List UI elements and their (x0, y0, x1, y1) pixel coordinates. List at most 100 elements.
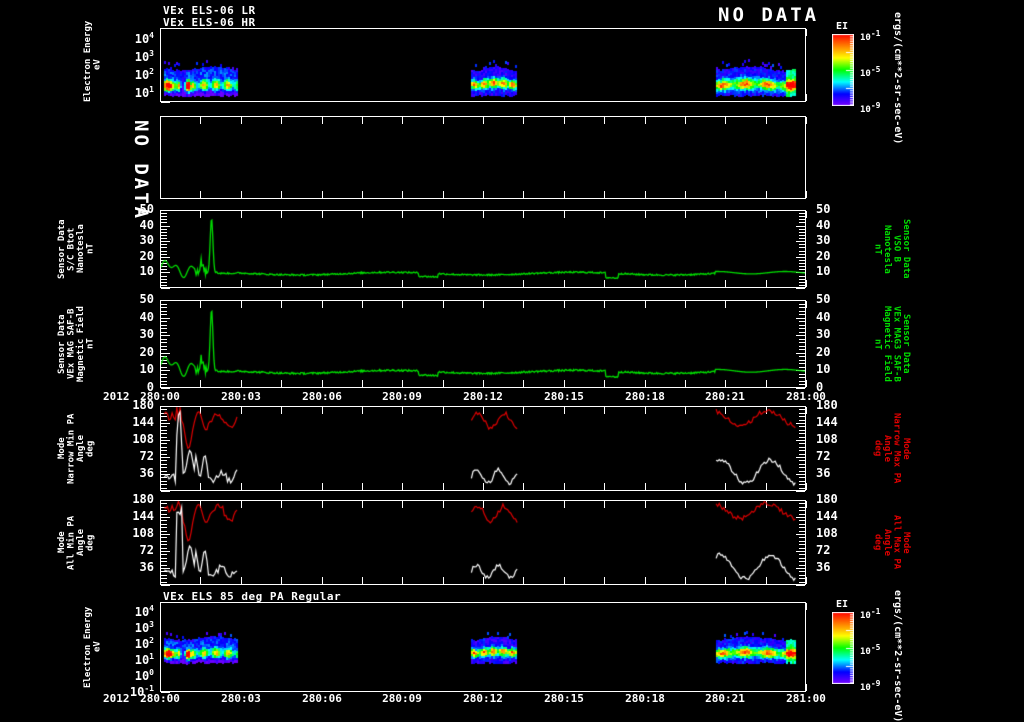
xtick-label: 280:18 (625, 390, 665, 403)
colorbar-unit-label: ergs/(cm**2-sr-sec-eV) (892, 590, 903, 722)
ytick-exponent: 2 (149, 636, 154, 645)
ytick-label: 10-1 (129, 684, 154, 699)
xtick-label: 280:18 (625, 692, 665, 705)
colorbar-title: EI (836, 599, 849, 610)
colorbar-unit-label: ergs/(cm**2-sr-sec-eV) (892, 12, 903, 145)
x-tick (766, 117, 767, 124)
colorbar-gradient (832, 612, 854, 684)
xtick-label: 280:12 (463, 390, 503, 403)
x-tick (564, 191, 565, 198)
axis-label-right-sensor-mag-saf-b: Sensor Data VEx MAG3 SAF-B Magnetic Fiel… (872, 306, 911, 382)
colorbar-tick-label: 10-9 (860, 101, 881, 115)
ytick-label: 10 (139, 362, 154, 376)
ytick-label: 103 (134, 620, 154, 635)
x-tick (483, 117, 484, 124)
y-minor-tick (796, 210, 805, 211)
ytick-label: 36 (816, 466, 831, 480)
x-tick (160, 211, 161, 218)
x-tick (402, 191, 403, 198)
ytick-exponent: 1 (149, 85, 154, 94)
ytick-label: 180 (132, 492, 154, 506)
colorbar-tick-label: 10-9 (860, 679, 881, 693)
x-tick (564, 117, 565, 124)
year-label: 2012 (103, 692, 130, 705)
x-tick (322, 117, 323, 124)
colorbar-exponent: -5 (870, 643, 881, 652)
colorbar-tick-label: 10-1 (860, 29, 881, 43)
ytick-label: 20 (816, 249, 831, 263)
xtick-label: 280:15 (544, 692, 584, 705)
x-tick (160, 577, 161, 584)
y-minor-tick (796, 300, 805, 301)
ytick-label: 102 (134, 636, 154, 651)
no-data-label-top: NO DATA (718, 4, 820, 26)
ytick-label: 36 (139, 560, 154, 574)
axis-label-left-els-lr-hr-spectrogram: Electron Energy eV (83, 20, 103, 102)
y-minor-tick (161, 406, 170, 407)
x-tick (766, 191, 767, 198)
x-tick (806, 280, 807, 287)
x-tick (160, 603, 161, 610)
ytick-label: 30 (139, 233, 154, 247)
xtick-label: 280:06 (302, 692, 342, 705)
x-tick (402, 117, 403, 124)
axis-label-left-sensor-mag-saf-b: Sensor Data VEx MAG SAF-B Magnetic Field… (57, 306, 96, 382)
ytick-label: 10 (816, 362, 831, 376)
ytick-label: 108 (816, 432, 838, 446)
title-els-hr: VEx ELS-06 HR (163, 16, 256, 29)
ytick-label: 40 (816, 310, 831, 324)
x-tick (362, 191, 363, 198)
x-tick (685, 191, 686, 198)
ytick-label: 50 (139, 292, 154, 306)
xtick-label: 280:09 (382, 692, 422, 705)
ytick-exponent: 3 (149, 49, 154, 58)
x-tick (281, 191, 282, 198)
spectrogram-els-lr-hr (161, 29, 805, 101)
x-tick (806, 684, 807, 691)
x-tick (443, 117, 444, 124)
x-tick (160, 191, 161, 198)
ytick-label: 144 (816, 415, 838, 429)
ytick-label: 30 (816, 327, 831, 341)
ytick-label: 72 (139, 543, 154, 557)
x-tick (806, 501, 807, 508)
x-tick (604, 117, 605, 124)
x-tick (160, 380, 161, 387)
y-log-tick (161, 602, 166, 603)
x-tick (725, 191, 726, 198)
ytick-label: 40 (816, 218, 831, 232)
x-tick (362, 117, 363, 124)
ytick-label: 20 (816, 345, 831, 359)
axis-label-right-mode-all-pa: Mode All Max PA Angle deg (872, 515, 911, 570)
x-tick (725, 117, 726, 124)
ytick-exponent: 3 (149, 620, 154, 629)
x-tick (685, 117, 686, 124)
ytick-label: 103 (134, 49, 154, 64)
axis-label-left-mode-narrow-pa: Mode Narrow Min PA Angle deg (57, 413, 96, 484)
x-tick (806, 483, 807, 490)
x-tick (806, 211, 807, 218)
x-tick (241, 117, 242, 124)
panel-frame-no-data-panel (160, 116, 806, 199)
y-minor-tick (161, 288, 170, 289)
ytick-label: 101 (134, 85, 154, 100)
x-tick (806, 117, 807, 124)
x-tick (160, 117, 161, 124)
x-tick (604, 191, 605, 198)
ytick-label: 104 (134, 604, 154, 619)
xtick-label: 280:21 (705, 692, 745, 705)
y-minor-tick (161, 388, 170, 389)
xtick-label: 280:00 (140, 390, 180, 403)
colorbar-exponent: -1 (870, 29, 881, 38)
axis-label-left-mode-all-pa: Mode All Min PA Angle deg (57, 515, 96, 570)
x-tick (443, 191, 444, 198)
x-tick (806, 29, 807, 36)
xtick-label: 280:03 (221, 692, 261, 705)
x-tick (160, 501, 161, 508)
ytick-label: 36 (816, 560, 831, 574)
ytick-label: 101 (134, 652, 154, 667)
y-minor-tick (796, 491, 805, 492)
axis-label-left-els-85deg-spectrogram: Electron Energy eV (83, 606, 103, 688)
xtick-label: 281:00 (786, 692, 826, 705)
x-tick (281, 117, 282, 124)
